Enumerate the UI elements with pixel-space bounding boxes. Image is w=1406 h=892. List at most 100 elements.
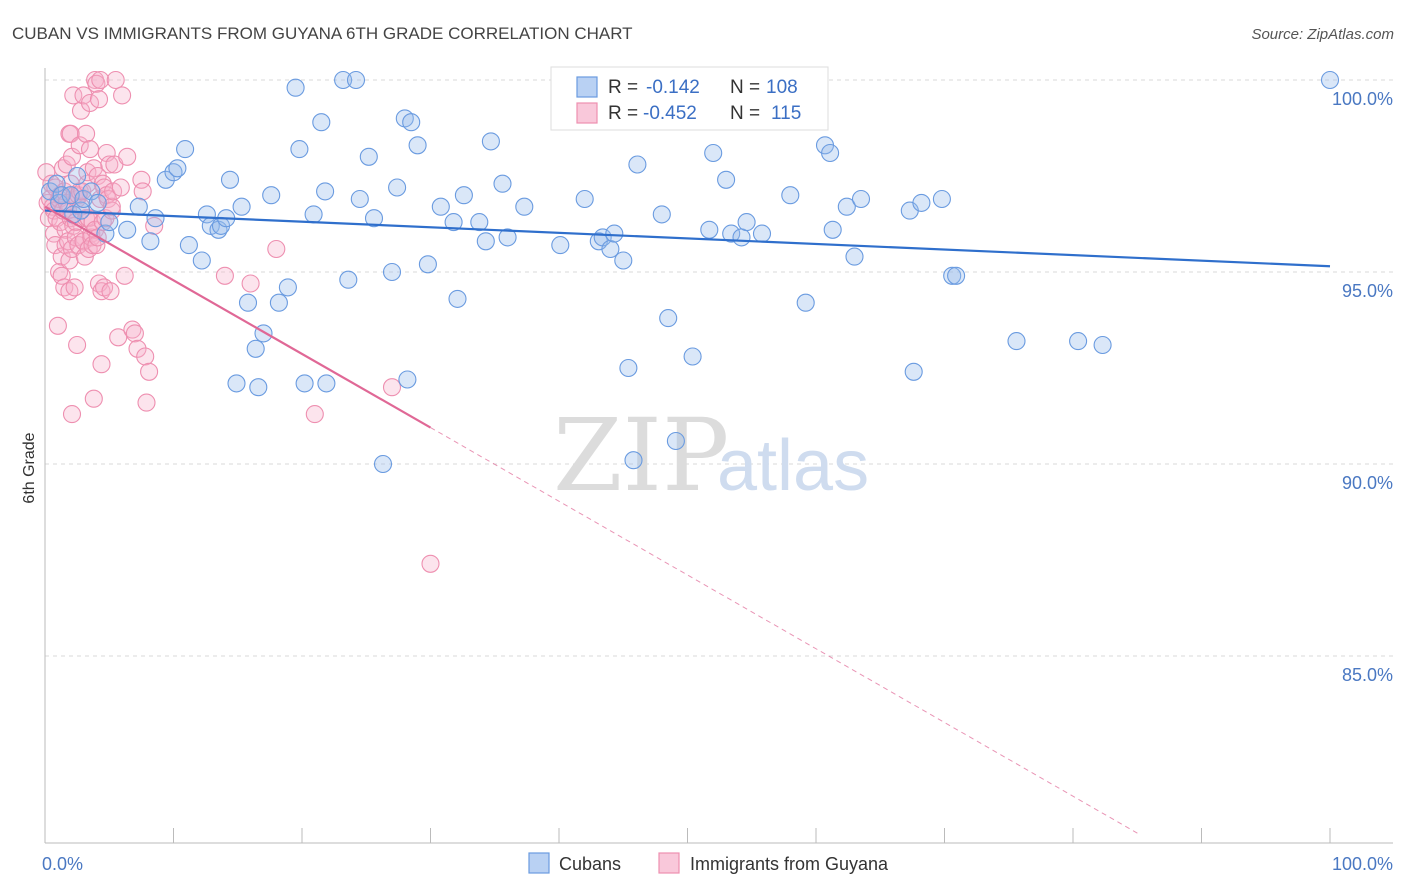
point-guyana-106: [133, 182, 152, 201]
point-cubans-94: [823, 220, 842, 239]
point-guyana-101: [118, 147, 137, 166]
point-cubans-76: [619, 358, 638, 378]
y-tick-label-3: 85.0%: [1342, 665, 1393, 685]
point-guyana-44: [68, 335, 87, 355]
trend-line-guyana-extended: [430, 427, 1141, 835]
bottom-legend-swatch-cubans: [528, 852, 550, 874]
point-cubans-85: [717, 170, 736, 189]
point-cubans-16: [146, 209, 165, 228]
trend-line-cubans: [44, 209, 1331, 268]
point-cubans-87: [732, 228, 751, 247]
point-cubans-48: [350, 189, 369, 209]
point-cubans-33: [249, 378, 268, 397]
point-guyana-104: [128, 339, 147, 358]
point-cubans-7: [71, 201, 91, 220]
point-cubans-63: [470, 213, 489, 232]
point-guyana-11: [48, 316, 67, 335]
point-cubans-8: [74, 189, 93, 209]
point-guyana-62: [80, 93, 100, 113]
point-guyana-99: [113, 86, 132, 105]
point-cubans-36: [269, 293, 288, 312]
point-cubans-12: [100, 213, 119, 232]
point-cubans-102: [943, 266, 962, 285]
point-cubans-96: [845, 247, 864, 266]
point-cubans-40: [295, 374, 314, 393]
y-axis-label: 6th Grade: [21, 432, 38, 503]
point-cubans-32: [246, 339, 265, 358]
watermark: ZIP atlas: [553, 397, 869, 514]
point-cubans-101: [932, 189, 951, 209]
point-cubans-99: [904, 362, 923, 381]
legend-n-value-cubans: 108: [766, 77, 798, 98]
point-cubans-44: [317, 374, 336, 393]
point-cubans-61: [448, 289, 467, 308]
point-guyana-100: [115, 266, 134, 285]
point-cubans-69: [551, 236, 570, 255]
point-cubans-84: [704, 143, 723, 163]
top-legend: R = -0.142 N = 108 R = -0.452 N = 115: [550, 66, 829, 131]
point-cubans-47: [346, 70, 366, 90]
x-tick-label-1: 100.0%: [1332, 854, 1393, 874]
point-guyana-116: [421, 554, 440, 573]
point-cubans-46: [339, 270, 358, 289]
point-cubans-86: [722, 224, 741, 243]
point-cubans-79: [652, 205, 671, 224]
point-cubans-95: [837, 197, 856, 216]
point-cubans-41: [304, 205, 323, 224]
point-cubans-104: [1007, 332, 1026, 351]
point-cubans-42: [312, 113, 331, 132]
point-cubans-91: [796, 293, 815, 312]
point-guyana-36: [62, 405, 82, 424]
point-guyana-112: [241, 274, 260, 293]
point-guyana-16: [52, 266, 71, 285]
point-cubans-60: [444, 213, 463, 232]
watermark-atlas: atlas: [717, 426, 869, 506]
series-cubans-points: [41, 70, 1340, 474]
y-tick-labels: 100.0% 95.0% 90.0% 85.0%: [1332, 89, 1393, 685]
point-cubans-64: [476, 232, 495, 251]
point-cubans-21: [179, 236, 198, 255]
point-guyana-93: [102, 197, 121, 216]
legend-n-value-guyana: 115: [771, 103, 801, 124]
point-guyana-110: [145, 216, 164, 235]
point-guyana-115: [382, 378, 402, 397]
point-guyana-81: [92, 355, 111, 374]
point-guyana-29: [60, 251, 79, 270]
point-cubans-29: [227, 374, 246, 393]
point-cubans-106: [1093, 335, 1112, 355]
point-guyana-105: [132, 170, 151, 189]
point-cubans-89: [752, 224, 772, 243]
point-cubans-31: [238, 293, 258, 312]
point-cubans-51: [373, 454, 393, 474]
point-cubans-28: [220, 170, 240, 189]
point-cubans-78: [628, 155, 647, 174]
point-cubans-90: [781, 186, 800, 205]
point-cubans-70: [575, 189, 594, 209]
point-guyana-57: [77, 124, 96, 143]
point-cubans-58: [418, 255, 437, 274]
axes: [44, 68, 1393, 844]
point-cubans-22: [192, 251, 211, 270]
point-cubans-74: [605, 224, 624, 243]
point-cubans-57: [408, 136, 427, 155]
legend-swatch-cubans: [576, 76, 598, 98]
point-cubans-35: [262, 186, 281, 205]
point-cubans-77: [624, 451, 643, 470]
point-cubans-82: [683, 347, 702, 366]
point-guyana-97: [109, 328, 128, 347]
point-cubans-19: [168, 159, 187, 178]
point-cubans-66: [493, 174, 512, 193]
point-cubans-17: [156, 170, 175, 189]
legend-swatch-guyana: [576, 102, 598, 124]
point-cubans-88: [737, 213, 756, 232]
point-cubans-56: [402, 113, 421, 132]
point-cubans-1: [47, 174, 66, 193]
point-cubans-105: [1069, 332, 1088, 351]
bottom-legend-label-guyana: Immigrants from Guyana: [690, 854, 889, 874]
point-cubans-55: [398, 370, 417, 389]
point-cubans-52: [382, 262, 402, 282]
legend-n-label-guyana: N =: [730, 103, 760, 124]
point-cubans-13: [118, 220, 137, 239]
point-cubans-39: [290, 140, 309, 159]
